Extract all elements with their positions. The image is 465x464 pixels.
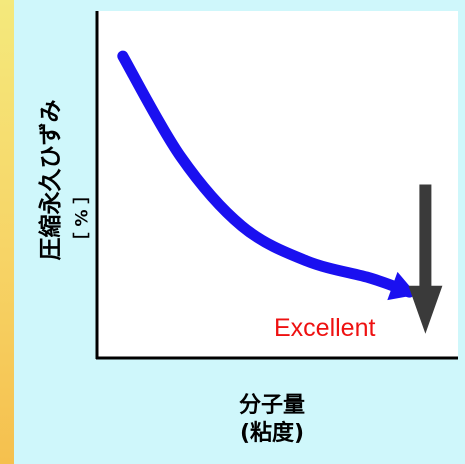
y-axis-unit: ［ % ］ (72, 186, 93, 250)
x-axis-label: 分子量 (238, 393, 305, 418)
series-arrowhead-0 (387, 271, 417, 301)
x-axis-title: 分子量 (粘度) (212, 392, 332, 448)
side-strip (0, 0, 14, 464)
y-axis-title: 圧縮永久ひずみ ［ % ］ (18, 30, 93, 330)
down-arrow-shaft (419, 184, 432, 288)
excellent-annotation: Excellent (274, 314, 376, 342)
plot-area (96, 11, 458, 359)
y-axis-label: 圧縮永久ひずみ (38, 99, 64, 261)
series-line-0 (117, 50, 415, 298)
x-axis-label-sub: (粘度) (239, 421, 305, 446)
down-arrow-head (408, 285, 443, 334)
